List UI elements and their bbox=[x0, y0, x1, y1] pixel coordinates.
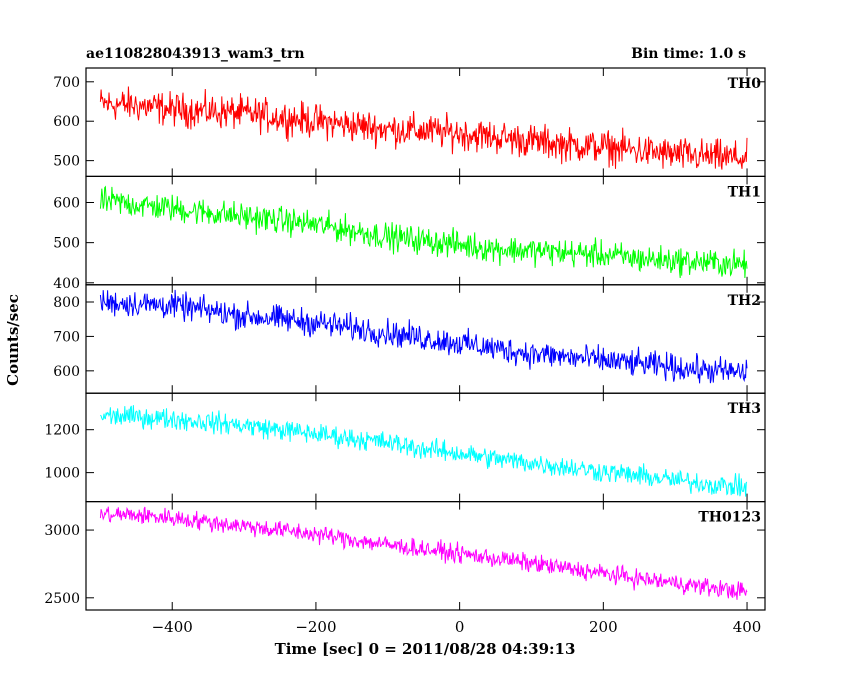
panel-label-th0123: TH0123 bbox=[698, 510, 761, 526]
x-tick-label: −400 bbox=[152, 618, 193, 636]
series-line-th2 bbox=[99, 289, 748, 384]
y-axis-label: Counts/sec bbox=[4, 294, 22, 386]
y-tick-label-th1: 500 bbox=[53, 236, 80, 252]
y-tick-label-th0123: 2500 bbox=[44, 591, 80, 607]
x-tick-label: 400 bbox=[733, 618, 762, 636]
panel-frame-th1 bbox=[85, 175, 766, 286]
series-line-th0123 bbox=[99, 506, 748, 600]
y-tick-label-th2: 800 bbox=[53, 295, 80, 311]
y-tick-label-th0123: 3000 bbox=[44, 523, 80, 539]
series-line-th1 bbox=[99, 185, 748, 279]
y-tick-label-th3: 1000 bbox=[44, 466, 80, 482]
bin-time-label: Bin time: 1.0 s bbox=[631, 46, 746, 62]
x-tick-label: 200 bbox=[589, 618, 618, 636]
x-tick-label: 0 bbox=[455, 618, 465, 636]
y-tick-label-th1: 600 bbox=[53, 195, 80, 211]
x-axis-label: Time [sec] 0 = 2011/08/28 04:39:13 bbox=[274, 640, 576, 658]
series-line-th0 bbox=[99, 86, 748, 170]
panel-frame-th3 bbox=[85, 392, 766, 503]
y-tick-label-th3: 1200 bbox=[44, 423, 80, 439]
chart-title: ae110828043913_wam3_trn bbox=[86, 46, 305, 62]
panel-label-th2: TH2 bbox=[728, 293, 761, 309]
panel-label-th0: TH0 bbox=[728, 76, 762, 92]
y-tick-label-th0: 700 bbox=[53, 75, 80, 91]
y-tick-label-th0: 600 bbox=[53, 114, 80, 130]
x-tick-label: −200 bbox=[295, 618, 336, 636]
panel-label-th1: TH1 bbox=[728, 184, 761, 200]
y-tick-label-th0: 500 bbox=[53, 154, 80, 170]
y-tick-label-th1: 400 bbox=[53, 276, 80, 292]
panel-frame-th0123 bbox=[85, 501, 766, 611]
y-tick-label-th2: 700 bbox=[53, 329, 80, 345]
series-line-th3 bbox=[100, 405, 748, 497]
panel-label-th3: TH3 bbox=[728, 401, 761, 417]
y-tick-label-th2: 600 bbox=[53, 364, 80, 380]
